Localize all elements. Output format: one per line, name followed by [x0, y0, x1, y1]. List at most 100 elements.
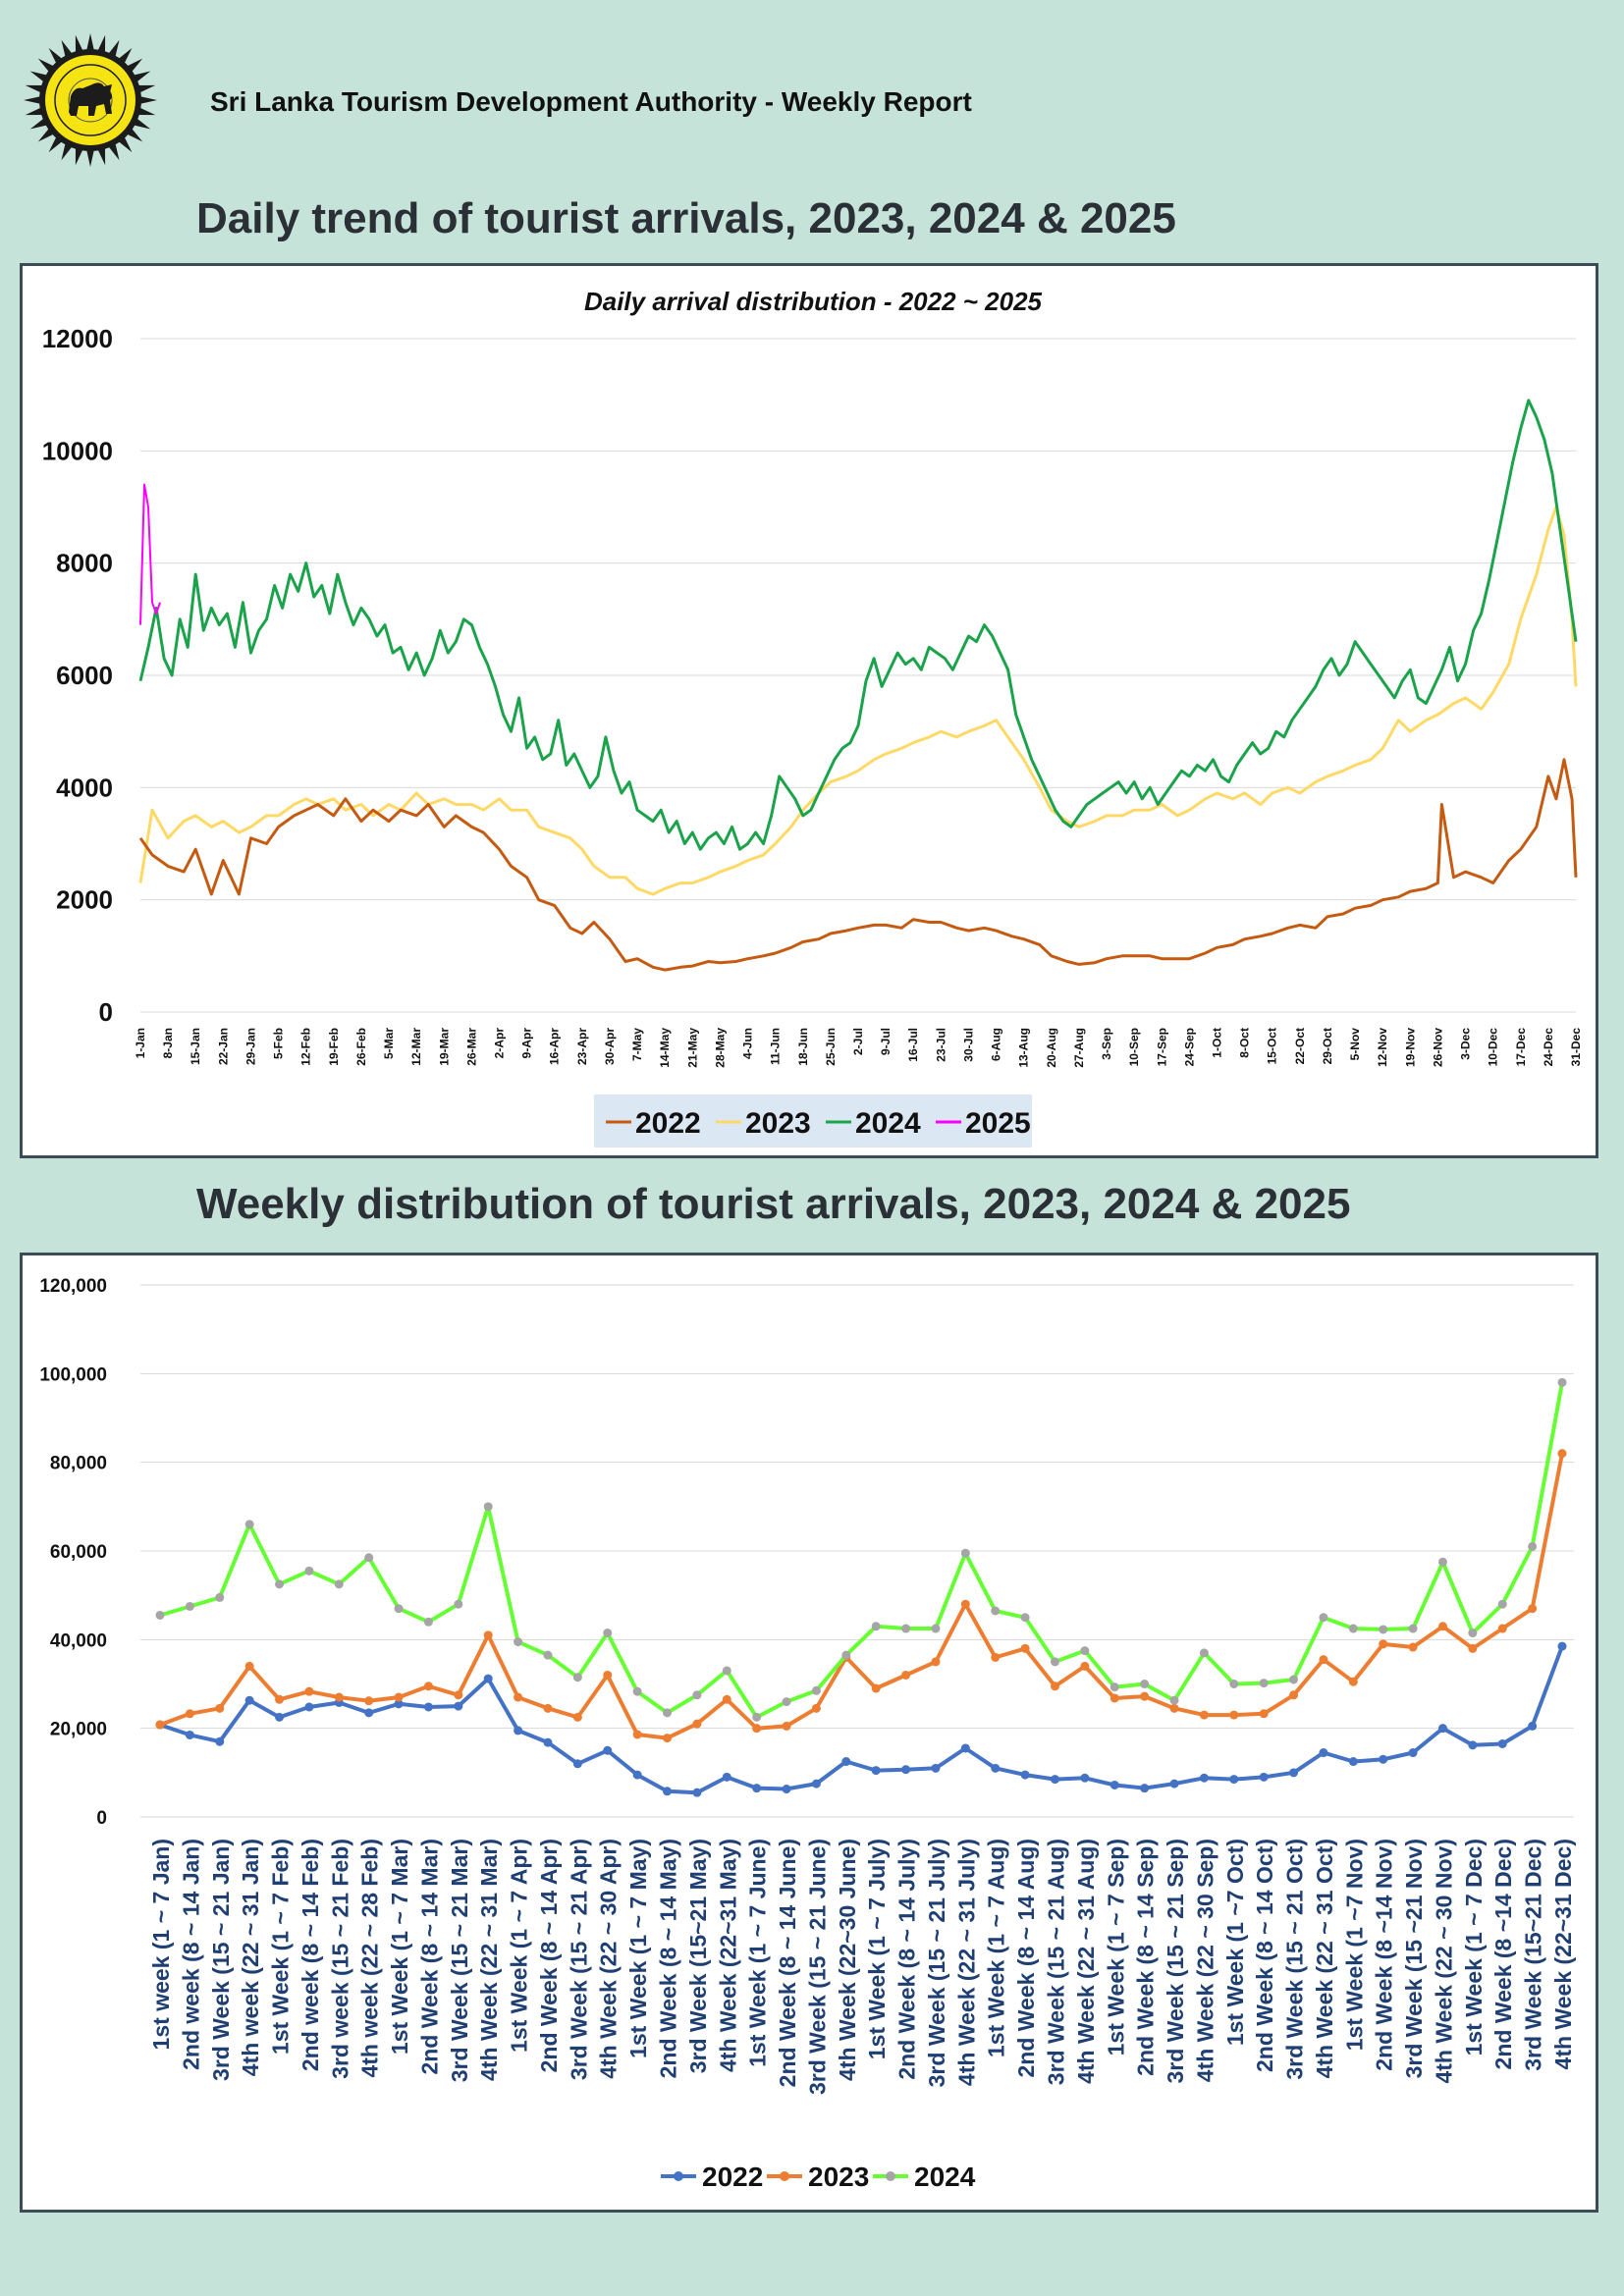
weekly-legend-label-2022: 2022 [702, 2162, 763, 2192]
weekly-point-2022 [1408, 1748, 1418, 1758]
weekly-point-2024 [304, 1566, 314, 1575]
daily-x-tick-label: 17-Sep [1155, 1028, 1168, 1066]
weekly-point-2023 [275, 1694, 285, 1704]
weekly-x-tick-label: 4th week (22 ~ 28 Feb) [357, 1839, 383, 2078]
daily-legend-label-2023: 2023 [745, 1107, 811, 1140]
logo-ray [24, 96, 42, 104]
weekly-point-2024 [1020, 1613, 1030, 1623]
daily-x-tick-label: 16-Jul [906, 1028, 920, 1062]
weekly-x-tick-label: 4th Week (22 ~ 30 Apr) [596, 1839, 622, 2079]
weekly-y-tick-label: 0 [96, 1808, 107, 1829]
weekly-x-tick-label: 3rd Week (15 ~ 21 Sep) [1163, 1839, 1188, 2084]
weekly-x-tick-label: 1st Week (1 ~ 7 May) [625, 1839, 651, 2058]
weekly-point-2024 [692, 1690, 702, 1700]
weekly-point-2023 [782, 1721, 791, 1731]
weekly-x-tick-label: 2nd week (8 ~ 14 Feb) [298, 1839, 323, 2071]
weekly-point-2023 [1050, 1682, 1059, 1691]
weekly-point-2022 [1140, 1784, 1150, 1793]
weekly-x-tick-label: 2nd Week (8 ~ 14 Sep) [1133, 1839, 1159, 2076]
daily-x-tick-label: 16-Apr [548, 1028, 562, 1065]
logo-ray [136, 107, 156, 116]
weekly-point-2024 [275, 1579, 285, 1589]
daily-y-tick-label: 10000 [42, 436, 113, 465]
weekly-point-2022 [752, 1784, 762, 1793]
daily-x-tick-label: 28-May [713, 1028, 727, 1068]
logo-ray [25, 107, 44, 116]
weekly-x-tick-label: 3rd Week (15~21 May) [685, 1839, 711, 2073]
daily-x-tick-label: 6-Aug [990, 1028, 1003, 1061]
weekly-point-2023 [1259, 1709, 1269, 1719]
weekly-x-tick-label: 2nd Week (8 ~ 14 May) [656, 1839, 681, 2078]
weekly-legend-label-2023: 2023 [808, 2162, 869, 2192]
daily-x-tick-label: 1-Jan [134, 1028, 147, 1058]
weekly-x-tick-label: 4th Week (22~30 June) [835, 1839, 860, 2081]
weekly-distribution-heading: Weekly distribution of tourist arrivals,… [196, 1180, 1351, 1228]
weekly-point-2024 [1468, 1629, 1478, 1638]
daily-series-line-2024 [138, 399, 1578, 851]
weekly-point-2024 [1557, 1377, 1567, 1387]
daily-y-tick-label: 4000 [56, 773, 113, 802]
weekly-point-2022 [1348, 1757, 1358, 1767]
weekly-point-2022 [1379, 1754, 1388, 1764]
daily-x-tick-label: 1-Oct [1211, 1028, 1224, 1058]
weekly-point-2023 [663, 1734, 673, 1743]
daily-x-tick-label: 29-Jan [244, 1028, 257, 1065]
weekly-point-2024 [215, 1592, 225, 1602]
logo-ray [25, 84, 44, 93]
daily-legend-label-2024: 2024 [855, 1107, 921, 1140]
weekly-point-2024 [871, 1622, 881, 1631]
daily-x-tick-label: 23-Apr [575, 1028, 589, 1065]
weekly-x-tick-label: 2nd week (8 ~ 14 Jan) [178, 1839, 203, 2070]
weekly-point-2024 [334, 1579, 344, 1589]
weekly-y-tick-label: 80,000 [50, 1454, 107, 1474]
weekly-x-tick-label: 1st Week (1 ~7 Nov) [1341, 1839, 1367, 2051]
weekly-point-2023 [423, 1682, 433, 1691]
logo-ray [108, 39, 120, 58]
weekly-x-tick-label: 1st Week (1 ~ 7 Feb) [268, 1839, 294, 2055]
weekly-point-2023 [1199, 1710, 1209, 1720]
weekly-x-tick-label: 4th Week (22 ~ 31 July) [953, 1839, 979, 2086]
logo-ray [75, 146, 83, 166]
weekly-point-2024 [1259, 1679, 1269, 1688]
weekly-point-2023 [1169, 1703, 1179, 1713]
weekly-x-tick-label: 1st Week (1 ~ 7 Aug) [984, 1839, 1009, 2057]
sltda-logo [24, 33, 157, 167]
daily-x-tick-label: 31-Dec [1569, 1028, 1583, 1067]
weekly-x-tick-label: 2nd Week (8 ~ 14 Oct) [1252, 1839, 1277, 2072]
weekly-point-2023 [1468, 1643, 1478, 1653]
weekly-point-2022 [1557, 1641, 1567, 1651]
daily-y-tick-label: 12000 [42, 324, 113, 353]
logo-ray [61, 39, 73, 58]
weekly-point-2022 [1468, 1740, 1478, 1750]
logo-ray [29, 118, 48, 130]
weekly-point-2023 [1408, 1642, 1418, 1652]
report-header-title: Sri Lanka Tourism Development Authority … [210, 86, 972, 117]
weekly-point-2024 [960, 1548, 970, 1558]
weekly-point-2024 [841, 1650, 851, 1660]
weekly-point-2023 [1020, 1643, 1030, 1653]
daily-series-line-2022 [138, 758, 1578, 972]
weekly-point-2022 [394, 1699, 404, 1709]
weekly-point-2022 [215, 1736, 225, 1746]
weekly-y-tick-label: 40,000 [50, 1630, 107, 1651]
weekly-x-tick-label: 1st Week (1 ~7 Oct) [1222, 1839, 1248, 2046]
weekly-point-2022 [1110, 1780, 1119, 1789]
weekly-y-tick-label: 60,000 [50, 1542, 107, 1563]
weekly-x-tick-label: 4th Week (22~31 May) [715, 1839, 740, 2072]
logo-ray [108, 142, 120, 161]
daily-trend-heading: Daily trend of tourist arrivals, 2023, 2… [196, 194, 1176, 242]
weekly-x-tick-label: 3rd Week (15~21 Dec) [1521, 1839, 1546, 2071]
daily-x-tick-label: 24-Sep [1182, 1028, 1196, 1066]
weekly-point-2024 [364, 1553, 374, 1563]
weekly-point-2024 [752, 1712, 762, 1722]
weekly-point-2024 [1229, 1680, 1239, 1688]
daily-x-tick-label: 15-Oct [1266, 1028, 1279, 1064]
weekly-point-2024 [811, 1685, 821, 1695]
daily-x-tick-label: 18-Jun [796, 1028, 810, 1066]
daily-x-tick-label: 30-Apr [603, 1028, 617, 1065]
weekly-x-tick-label: 3rd Week (15 ~ 21 Apr) [566, 1839, 591, 2080]
weekly-point-2024 [603, 1629, 613, 1638]
daily-x-tick-label: 25-Jun [824, 1028, 838, 1066]
weekly-point-2023 [334, 1692, 344, 1702]
daily-legend-label-2022: 2022 [635, 1107, 701, 1140]
